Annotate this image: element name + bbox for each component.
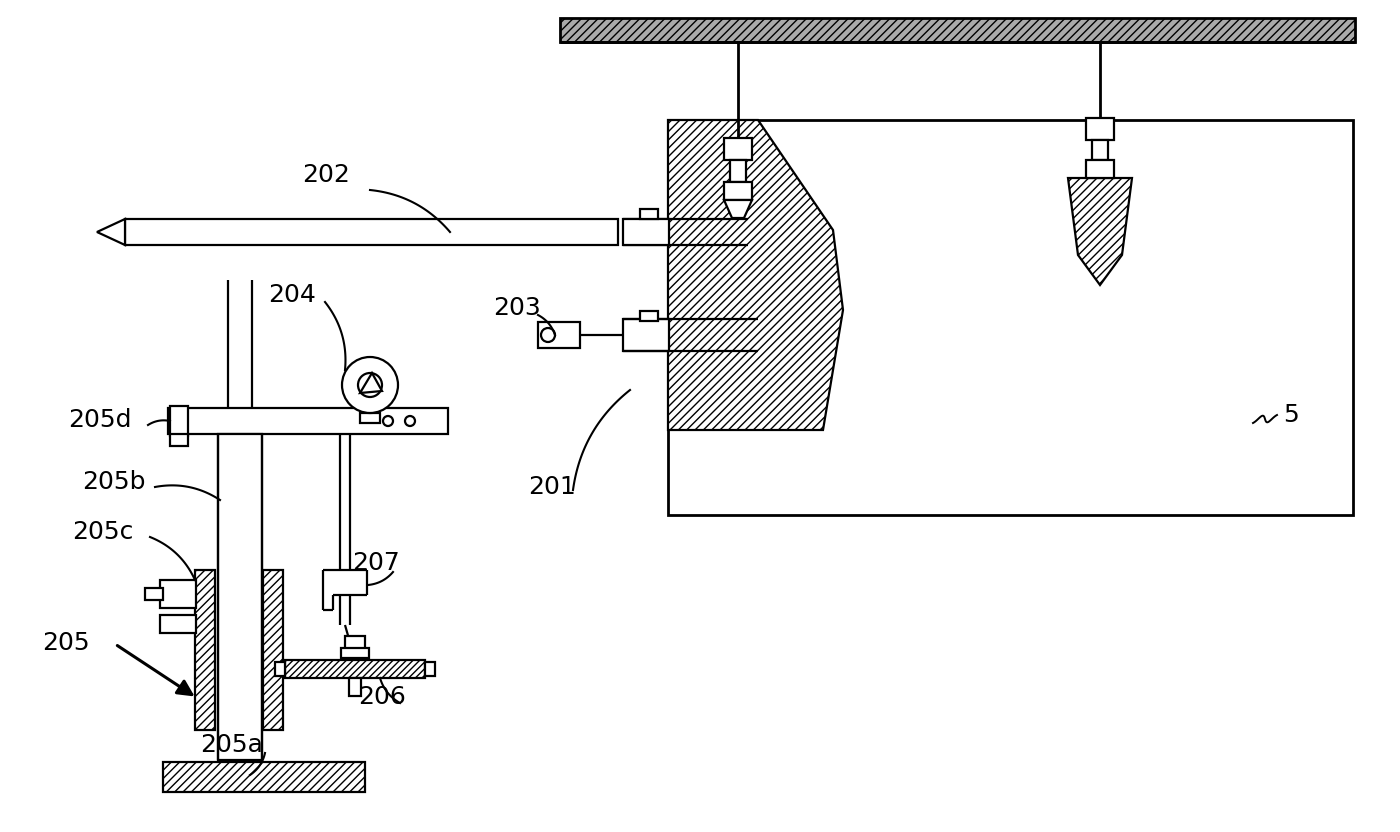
Bar [623, 219, 669, 245]
Polygon shape [724, 200, 752, 218]
Bar [560, 18, 1355, 42]
Bar [160, 615, 196, 633]
Bar [162, 762, 365, 792]
Bar [360, 413, 379, 423]
Bar [349, 678, 361, 696]
Bar [169, 434, 188, 446]
Text: 202: 202 [302, 163, 350, 187]
Polygon shape [668, 120, 843, 430]
Bar [274, 662, 286, 676]
Text: 204: 204 [267, 283, 316, 307]
Polygon shape [97, 219, 125, 245]
Bar [623, 319, 669, 351]
Bar [125, 219, 617, 245]
Polygon shape [1068, 178, 1133, 285]
Bar [195, 570, 216, 730]
Text: 207: 207 [351, 551, 400, 575]
Bar [538, 322, 580, 348]
Bar [1092, 140, 1107, 160]
Text: 205b: 205b [83, 470, 146, 494]
Bar [342, 648, 370, 658]
Text: 5: 5 [1282, 403, 1299, 427]
Bar [668, 120, 1352, 515]
Text: 203: 203 [493, 296, 540, 320]
Text: 206: 206 [358, 685, 406, 709]
Circle shape [358, 373, 382, 397]
Bar [724, 182, 752, 200]
Bar [160, 580, 196, 608]
Bar [724, 138, 752, 160]
Circle shape [342, 357, 398, 413]
Bar [729, 160, 746, 182]
Text: 205c: 205c [71, 520, 133, 544]
Circle shape [540, 328, 554, 342]
Polygon shape [360, 373, 382, 393]
Bar [218, 434, 262, 760]
Bar [146, 588, 162, 600]
Bar [640, 311, 658, 321]
Bar [168, 408, 448, 434]
Circle shape [384, 416, 393, 426]
Bar [1086, 118, 1114, 140]
Bar [640, 209, 658, 219]
Text: 201: 201 [528, 475, 575, 499]
Bar [344, 636, 365, 658]
Text: 205: 205 [42, 631, 90, 655]
Bar [169, 406, 188, 436]
Bar [426, 662, 435, 676]
Text: 205a: 205a [200, 733, 263, 757]
Bar [286, 660, 426, 678]
Bar [1086, 160, 1114, 178]
Bar [263, 570, 283, 730]
Text: 205d: 205d [69, 408, 132, 432]
Circle shape [405, 416, 414, 426]
